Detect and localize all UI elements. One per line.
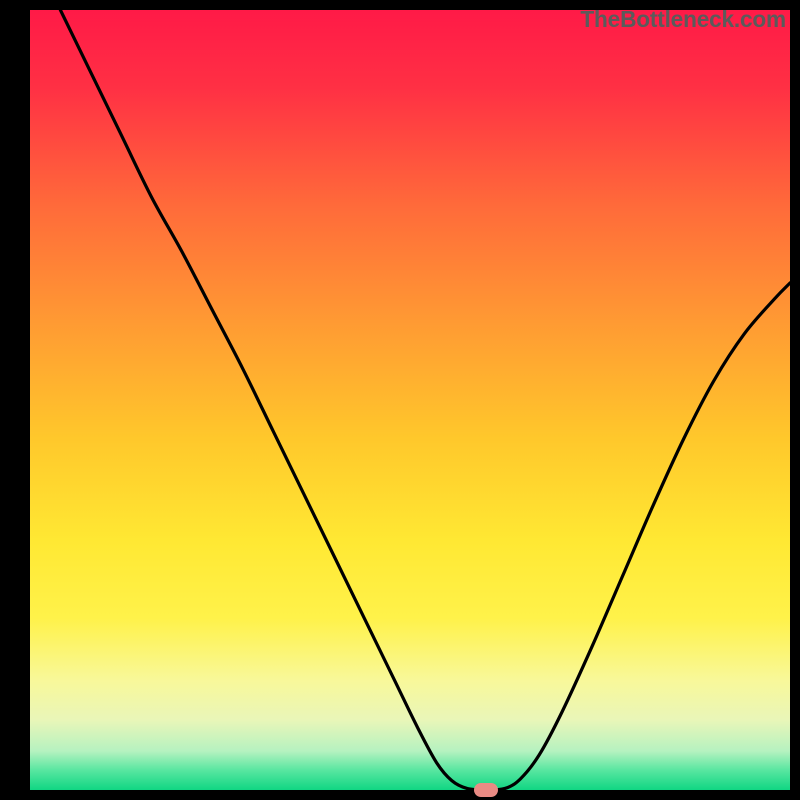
chart-canvas xyxy=(0,0,800,800)
plot-background xyxy=(30,10,790,790)
watermark-text: TheBottleneck.com xyxy=(580,6,786,33)
optimal-marker xyxy=(474,783,498,797)
chart-container: TheBottleneck.com xyxy=(0,0,800,800)
